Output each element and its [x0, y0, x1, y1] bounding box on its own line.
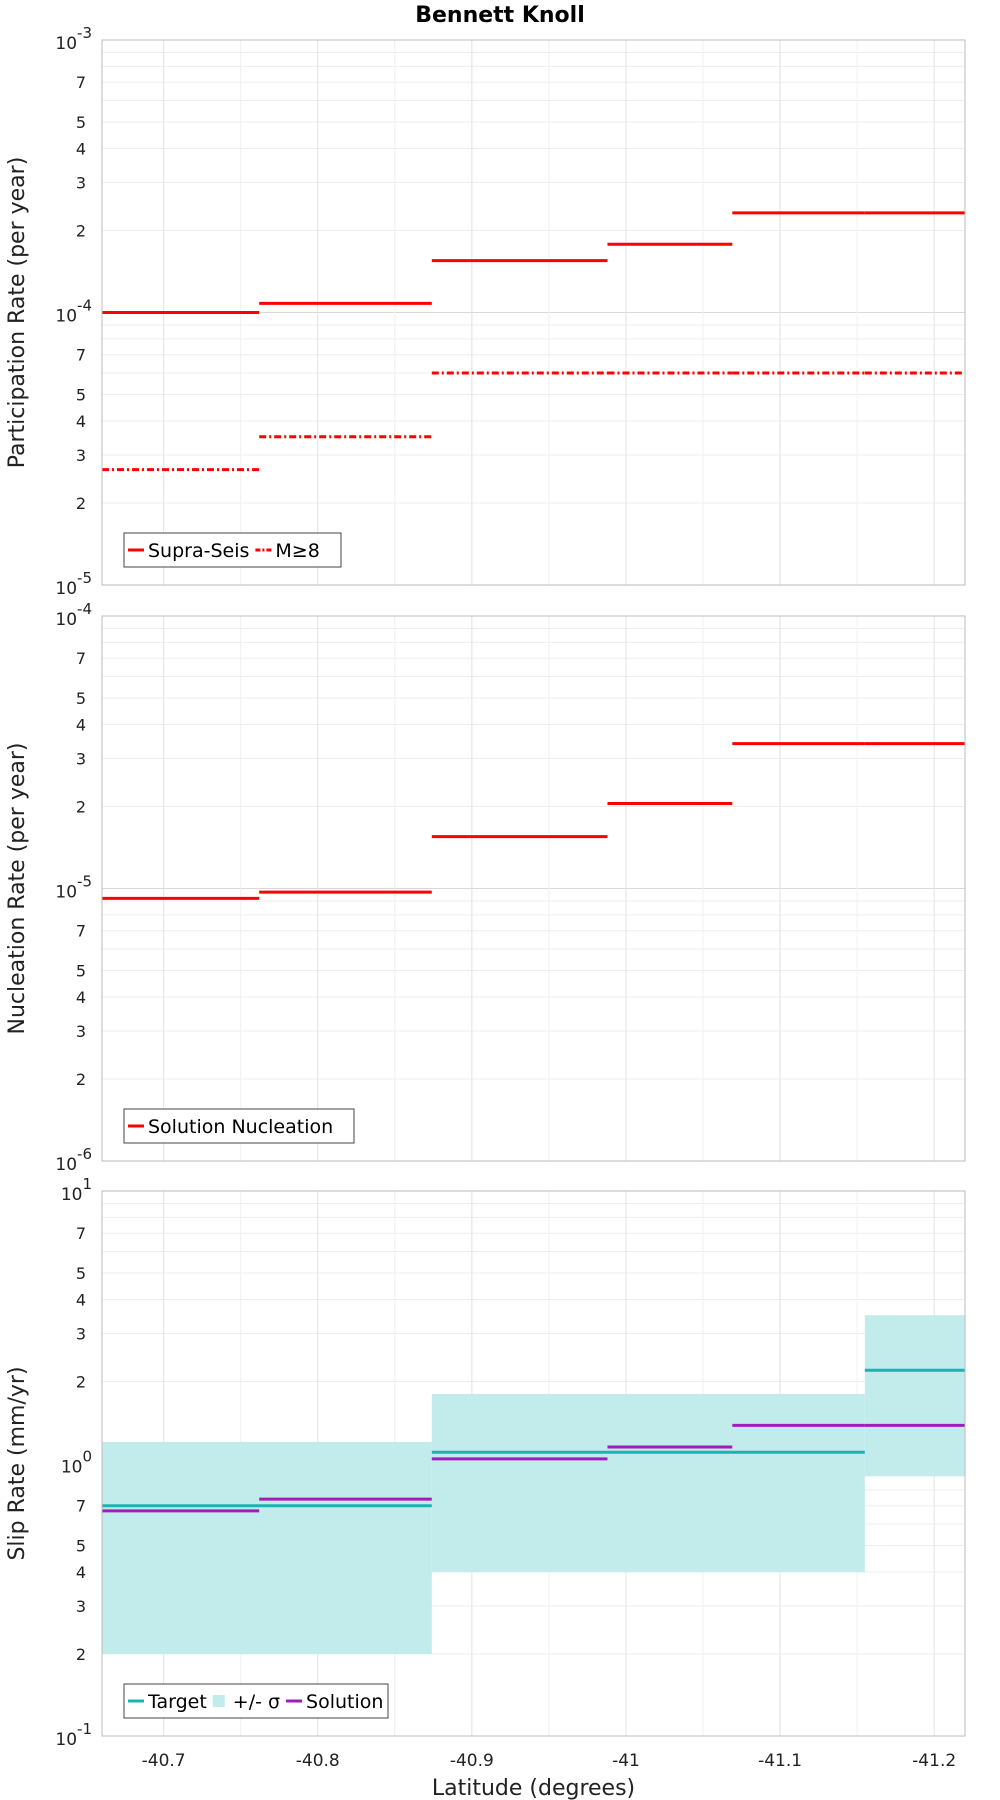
- y-tick-exponent: 0: [82, 1448, 92, 1466]
- y-tick-label-minor: 5: [76, 689, 86, 708]
- y-tick-label-minor: 7: [76, 649, 86, 668]
- y-tick-exponent: -4: [77, 297, 92, 315]
- y-tick-label-minor: 2: [76, 494, 86, 513]
- y-tick-exponent: -3: [77, 24, 92, 42]
- y-tick-exponent: -5: [77, 569, 92, 587]
- legend-swatch: [212, 1695, 225, 1707]
- plot-frame: [101, 615, 966, 1162]
- y-tick-label-minor: 3: [76, 1324, 86, 1343]
- y-tick-label-major: 10-3: [55, 24, 92, 54]
- y-tick-label-minor: 7: [76, 1497, 86, 1516]
- x-tick-label: -40.8: [296, 1751, 340, 1771]
- uncertainty-band: [864, 1315, 965, 1476]
- y-tick-label-minor: 4: [76, 988, 86, 1007]
- uncertainty-band: [102, 1441, 432, 1654]
- legend-box: [123, 1683, 389, 1719]
- y-tick-label-minor: 7: [76, 1224, 86, 1243]
- y-tick-base: 10: [55, 579, 77, 599]
- y-tick-label-minor: 7: [76, 922, 86, 941]
- y-tick-label-major: 10-4: [55, 297, 92, 327]
- y-tick-base: 10: [61, 1458, 83, 1478]
- y-axis-label: Nucleation Rate (per year): [5, 743, 30, 1035]
- y-tick-label-minor: 7: [76, 346, 86, 365]
- x-tick-label: -40.7: [142, 1751, 186, 1771]
- legend-label: +/- σ: [233, 1691, 280, 1713]
- y-tick-label-minor: 5: [76, 113, 86, 132]
- y-tick-label-minor: 3: [76, 749, 86, 768]
- y-tick-label-minor: 3: [76, 446, 86, 465]
- y-tick-label-minor: 3: [76, 1597, 86, 1616]
- legend-box: [123, 1108, 355, 1144]
- y-tick-base: 10: [55, 34, 77, 54]
- x-axis-label: Latitude (degrees): [432, 1776, 635, 1800]
- y-tick-base: 10: [55, 610, 77, 630]
- x-tick-label: -41.2: [912, 1751, 956, 1771]
- chart-title: Bennett Knoll: [415, 3, 585, 28]
- legend-label: M≥8: [275, 540, 319, 562]
- y-tick-label-minor: 3: [76, 173, 86, 192]
- legend-label: Supra-Seis: [148, 540, 249, 562]
- y-tick-exponent: -4: [77, 600, 92, 618]
- y-tick-label-major: 100: [61, 1448, 92, 1478]
- plot-frame: [101, 39, 966, 586]
- y-tick-label-minor: 3: [76, 1022, 86, 1041]
- legend-label: Target: [147, 1691, 207, 1713]
- legend: Supra-Seis M≥8: [123, 532, 342, 568]
- y-tick-label-minor: 2: [76, 1372, 86, 1391]
- y-tick-base: 10: [55, 1730, 77, 1750]
- legend-label: Solution Nucleation: [148, 1116, 333, 1138]
- y-tick-exponent: -1: [77, 1720, 92, 1738]
- y-tick-label-major: 10-5: [55, 569, 92, 599]
- y-tick-label-major: 10-4: [55, 600, 92, 630]
- y-tick-label-minor: 5: [76, 1264, 86, 1283]
- y-tick-exponent: 1: [82, 1175, 92, 1193]
- y-tick-label-minor: 2: [76, 1645, 86, 1664]
- y-tick-base: 10: [55, 1155, 77, 1175]
- y-tick-label-minor: 2: [76, 797, 86, 816]
- y-tick-label-minor: 5: [76, 1537, 86, 1556]
- y-tick-label-major: 10-5: [55, 873, 92, 903]
- y-tick-label-minor: 4: [76, 412, 86, 431]
- y-tick-base: 10: [55, 883, 77, 903]
- legend-label: Solution: [306, 1691, 383, 1713]
- y-tick-label-minor: 4: [76, 139, 86, 158]
- y-tick-label-minor: 4: [76, 1563, 86, 1582]
- y-tick-label-minor: 2: [76, 221, 86, 240]
- y-tick-exponent: -5: [77, 873, 92, 891]
- legend: Target +/- σ Solution: [123, 1683, 389, 1719]
- y-tick-label-minor: 2: [76, 1070, 86, 1089]
- y-tick-label-minor: 5: [76, 962, 86, 981]
- legend-box: [123, 532, 342, 568]
- x-tick-label: -40.9: [450, 1751, 494, 1771]
- y-tick-base: 10: [61, 1185, 83, 1205]
- y-tick-label-minor: 4: [76, 1290, 86, 1309]
- y-tick-label-major: 10-1: [55, 1720, 92, 1750]
- plot-frame: [101, 1190, 966, 1737]
- y-tick-label-major: 101: [61, 1175, 92, 1205]
- y-axis-label: Participation Rate (per year): [5, 157, 30, 469]
- y-tick-base: 10: [55, 307, 77, 327]
- y-tick-label-major: 10-6: [55, 1145, 92, 1175]
- y-tick-label-minor: 5: [76, 386, 86, 405]
- y-axis-label: Slip Rate (mm/yr): [5, 1366, 30, 1560]
- y-tick-exponent: -6: [77, 1145, 92, 1163]
- y-tick-label-minor: 7: [76, 73, 86, 92]
- x-tick-label: -41: [612, 1751, 640, 1771]
- x-tick-label: -41.1: [758, 1751, 802, 1771]
- uncertainty-band: [431, 1393, 865, 1572]
- legend: Solution Nucleation: [123, 1108, 355, 1144]
- y-tick-label-minor: 4: [76, 715, 86, 734]
